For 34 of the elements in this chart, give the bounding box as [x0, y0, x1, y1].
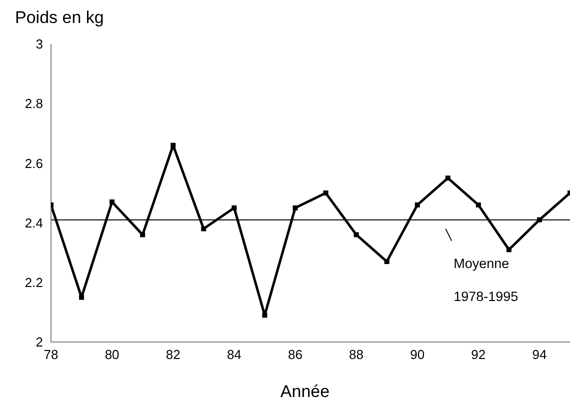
point — [414, 202, 420, 208]
x-tick-label: 78 — [44, 347, 58, 362]
point — [292, 205, 298, 210]
point — [536, 217, 542, 222]
x-tick-label: 90 — [410, 347, 425, 362]
x-tick-label: 94 — [532, 347, 547, 362]
point — [170, 142, 176, 148]
point — [384, 259, 390, 264]
y-tick-label: 2.2 — [24, 275, 43, 290]
point — [506, 247, 512, 252]
text: Moyenne 1978-1995 — [454, 256, 518, 304]
x-tick-label: 86 — [288, 347, 302, 362]
point — [476, 202, 481, 208]
y-tick-label: 2.8 — [24, 96, 43, 112]
point — [354, 232, 359, 238]
point — [323, 190, 328, 196]
x-tick-label: 92 — [471, 347, 486, 362]
y-tick-label: 3 — [36, 36, 43, 52]
y-tick-label: 2 — [36, 334, 43, 350]
point — [110, 199, 115, 204]
point — [79, 294, 84, 300]
point — [445, 176, 450, 181]
y-axis-title: Poids en kg — [15, 8, 104, 28]
x-tick-label: 82 — [166, 347, 180, 362]
x-tick-label: 80 — [104, 347, 120, 362]
point — [232, 205, 237, 210]
point — [201, 226, 206, 232]
y-tick-label: 2.4 — [24, 215, 43, 230]
point — [262, 312, 268, 318]
x-tick-label: 84 — [226, 347, 242, 362]
x-tick-label: 88 — [349, 347, 364, 362]
point — [140, 232, 146, 238]
x-axis-title: Année — [279, 382, 331, 402]
y-tick-label: 2.6 — [24, 156, 43, 171]
